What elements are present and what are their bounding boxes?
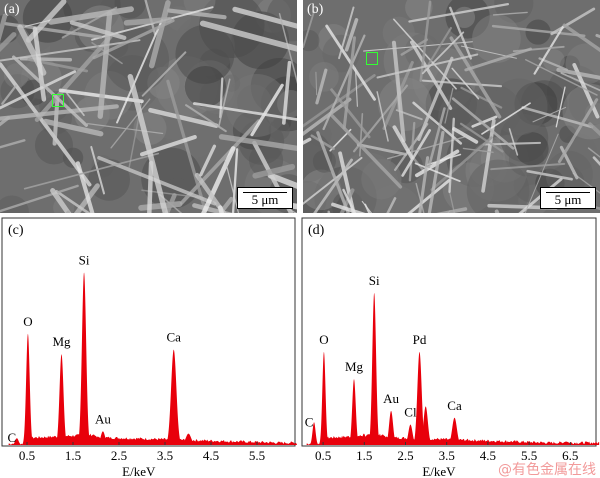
x-tick-label: 4.5: [480, 448, 496, 463]
panel-label: (c): [8, 223, 24, 238]
sem-texture-b: [303, 0, 600, 213]
peak-c: [7, 438, 27, 445]
plot-frame: [301, 217, 597, 447]
peak-pd: [411, 351, 428, 445]
peak-label: C: [8, 430, 17, 445]
peak-label: Pd: [413, 332, 427, 347]
x-tick-label: 2.5: [397, 448, 413, 463]
peak-ca: [446, 417, 463, 445]
spectrum-background: [8, 433, 298, 445]
peak-mg: [52, 354, 71, 445]
peak-o: [18, 333, 38, 445]
peak-mg: [345, 379, 363, 445]
scale-bar-label: 5 μm: [554, 192, 582, 207]
panel-label: (d): [308, 223, 325, 238]
peak-c: [305, 422, 323, 445]
x-tick-label: 3.5: [439, 448, 455, 463]
x-tick-label: 6.5: [562, 448, 578, 463]
x-tick-label: 4.5: [203, 448, 219, 463]
x-tick-label: 2.5: [111, 448, 127, 463]
panel-label-b: (b): [307, 2, 324, 17]
peak-o: [315, 351, 333, 445]
x-axis-label: E/keV: [422, 464, 456, 478]
scale-bar-label: 5 μm: [251, 192, 279, 207]
peak-unlabeled: [417, 406, 434, 445]
peak-label: Si: [79, 252, 90, 267]
scale-bar: 5 μm: [540, 187, 596, 209]
sem-texture-a: [0, 0, 297, 213]
analysis-region-marker: [366, 52, 378, 65]
peak-au: [382, 410, 400, 445]
panel-label-a: (a): [4, 2, 20, 17]
eds-spectrum-c: C O Mg Si Au Ca 0.5 1.5 2.5 3.5 4.5 5.5 E/keV (c): [0, 215, 300, 478]
peak-label: Au: [95, 411, 111, 426]
peak-label: Mg: [345, 359, 364, 374]
sem-image-a: (a) 5 μm: [0, 0, 297, 213]
peak-unlabeled: [179, 433, 198, 445]
x-axis-label: E/keV: [122, 464, 156, 478]
peak-label: Cl: [404, 405, 417, 420]
peak-si: [74, 272, 94, 445]
plot-frame: [1, 217, 296, 447]
x-tick-label: 3.5: [157, 448, 173, 463]
peak-label: C: [305, 414, 314, 429]
x-tick-label: 1.5: [356, 448, 372, 463]
scale-bar: 5 μm: [237, 187, 293, 209]
peak-ca: [164, 349, 183, 445]
peak-unlabeled: [355, 433, 373, 445]
x-tick-label: 0.5: [19, 448, 35, 463]
peak-si: [365, 292, 383, 445]
x-tick-label: 5.5: [249, 448, 265, 463]
eds-spectrum-d: C O Mg Si Au Cl Pd Ca 0.5 1.5 2.5 3.5 4.5 5.5 6.5 E/keV…: [300, 215, 600, 478]
peak-label: Si: [369, 273, 380, 288]
x-tick-label: 0.5: [315, 448, 331, 463]
peak-label: O: [319, 332, 328, 347]
x-tick-label: 1.5: [65, 448, 81, 463]
peak-label: Au: [383, 391, 399, 406]
peak-label: Mg: [52, 334, 71, 349]
x-tick-label: 5.5: [521, 448, 537, 463]
peak-label: O: [23, 314, 32, 329]
watermark: @有色金属在线: [498, 462, 596, 478]
sem-image-b: (b) 5 μm: [303, 0, 600, 213]
peak-label: Ca: [167, 330, 182, 345]
peak-label: Ca: [447, 398, 462, 413]
peak-cl: [402, 424, 419, 445]
peak-au: [93, 431, 113, 445]
analysis-region-marker: [52, 94, 64, 107]
